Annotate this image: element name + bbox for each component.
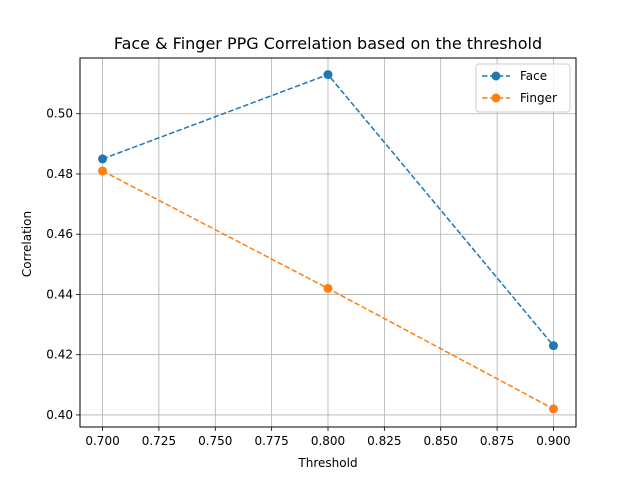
data-point-finger [548,404,558,414]
data-point-finger [323,283,333,293]
x-axis: 0.700 0.725 0.750 0.775 0.800 0.825 0.850 0.875… [85,427,571,448]
x-tick-label: 0.875 [480,434,514,448]
x-tick-label: 0.800 [311,434,345,448]
legend: Face Finger [475,63,571,113]
x-tick-label: 0.775 [254,434,288,448]
y-tick-label: 0.50 [46,107,73,121]
data-point-finger [98,166,108,176]
series-finger [98,166,558,414]
x-tick-label: 0.850 [424,434,458,448]
y-tick-label: 0.48 [46,167,73,181]
series-layer [98,70,558,414]
x-tick-label: 0.900 [536,434,570,448]
x-tick-label: 0.825 [367,434,401,448]
x-tick-label: 0.700 [85,434,119,448]
y-tick-label: 0.42 [46,348,73,362]
y-tick-label: 0.40 [46,408,73,422]
data-point-face [323,70,333,80]
x-axis-label: Threshold [297,456,357,470]
y-tick-label: 0.44 [46,287,73,301]
y-axis: 0.40 0.42 0.44 0.46 0.48 0.50 [46,107,80,422]
series-face [98,70,558,351]
legend-item: Face [482,69,547,83]
legend-label: Finger [520,91,557,105]
data-point-face [548,341,558,351]
grid-lines [80,58,576,427]
y-axis-label: Correlation [20,211,34,277]
legend-item: Finger [482,91,557,105]
data-point-face [98,154,108,164]
legend-marker [491,71,501,81]
legend-marker [491,93,501,103]
x-tick-label: 0.725 [142,434,176,448]
y-tick-label: 0.46 [46,227,73,241]
legend-label: Face [520,69,547,83]
x-tick-label: 0.750 [198,434,232,448]
chart-title: Face & Finger PPG Correlation based on t… [114,34,542,53]
